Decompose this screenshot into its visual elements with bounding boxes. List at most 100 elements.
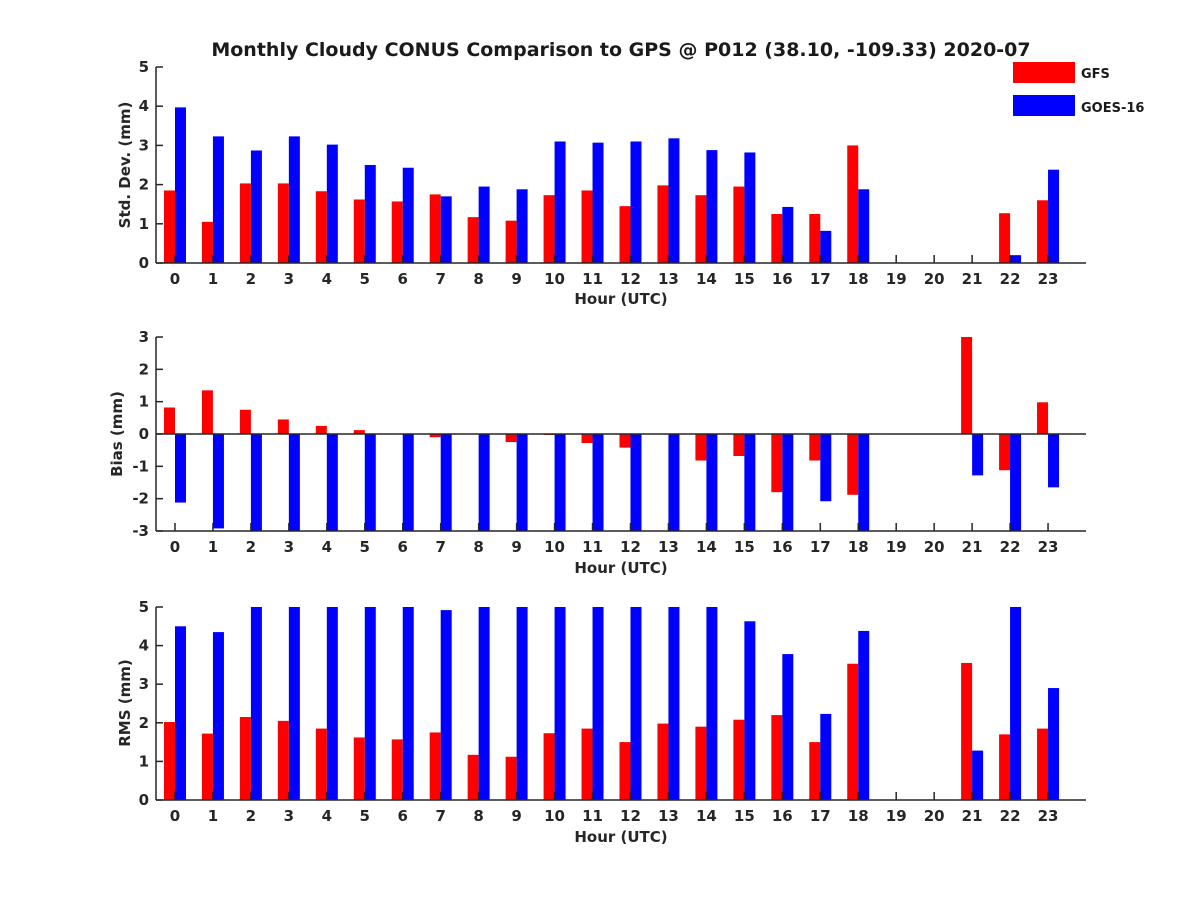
bias-xtick-label: 17: [810, 538, 831, 556]
bias-bar-gfs-4: [315, 425, 327, 434]
stddev-ytick-label: 5: [139, 58, 149, 76]
stddev-xtick-label: 16: [772, 270, 793, 288]
rms-bar-goes16-4: [326, 607, 338, 800]
stddev-bar-goes16-10: [554, 141, 566, 263]
rms-xtick-label: 12: [620, 807, 641, 825]
bias-xtick-label: 22: [1000, 538, 1021, 556]
stddev-bar-gfs-4: [315, 191, 327, 263]
bias-xtick-label: 5: [360, 538, 370, 556]
bias-xtick-label: 2: [246, 538, 256, 556]
bias-bar-gfs-9: [505, 434, 517, 443]
rms-xtick-label: 3: [284, 807, 294, 825]
bias-bar-gfs-17: [809, 434, 821, 461]
stddev-bar-goes16-11: [592, 142, 604, 263]
bias-bar-gfs-0: [163, 407, 175, 434]
bias-bar-goes16-1: [212, 434, 224, 529]
rms-xtick-label: 17: [810, 807, 831, 825]
stddev-bar-goes16-7: [440, 196, 452, 263]
bias-bar-gfs-16: [771, 434, 783, 493]
rms-xtick-label: 22: [1000, 807, 1021, 825]
stddev-xtick-label: 5: [360, 270, 370, 288]
rms-bar-goes16-1: [212, 632, 224, 800]
bias-ytick-label: -1: [132, 457, 149, 475]
stddev-xtick-label: 11: [582, 270, 603, 288]
rms-bar-goes16-14: [706, 607, 718, 800]
rms-xtick-label: 9: [511, 807, 521, 825]
bias-xtick-label: 19: [886, 538, 907, 556]
bias-bar-gfs-12: [619, 434, 631, 448]
bias-xtick-label: 9: [511, 538, 521, 556]
rms-xtick-label: 15: [734, 807, 755, 825]
bias-bar-goes16-7: [440, 434, 452, 531]
bias-bar-goes16-2: [250, 434, 262, 531]
rms-x-axis-label: Hour (UTC): [574, 828, 667, 846]
bias-xtick-label: 8: [473, 538, 483, 556]
stddev-bar-goes16-12: [630, 141, 642, 263]
bias-bar-goes16-6: [402, 434, 414, 531]
rms-xtick-label: 0: [170, 807, 180, 825]
stddev-y-axis-label: Std. Dev. (mm): [116, 102, 134, 229]
bias-bar-gfs-23: [1037, 402, 1049, 434]
bias-xtick-label: 7: [435, 538, 445, 556]
stddev-xtick-label: 20: [924, 270, 945, 288]
rms-bar-goes16-3: [288, 607, 300, 800]
stddev-bar-goes16-5: [364, 165, 376, 263]
bias-bar-goes16-13: [668, 434, 680, 531]
rms-bar-goes16-22: [1010, 607, 1022, 800]
stddev-bar-goes16-23: [1048, 169, 1060, 263]
stddev-bar-gfs-8: [467, 217, 479, 263]
rms-bar-goes16-21: [972, 750, 984, 800]
rms-bar-goes16-8: [478, 607, 490, 800]
stddev-bar-goes16-22: [1010, 255, 1022, 263]
stddev-xtick-label: 21: [962, 270, 983, 288]
stddev-bar-goes16-9: [516, 189, 528, 263]
stddev-bar-gfs-18: [847, 145, 859, 263]
stddev-bar-goes16-14: [706, 150, 718, 263]
stddev-ytick-label: 1: [139, 215, 149, 233]
bias-bar-goes16-5: [364, 434, 376, 531]
rms-bar-gfs-23: [1037, 728, 1049, 800]
rms-bar-goes16-23: [1048, 688, 1060, 800]
bias-xtick-label: 11: [582, 538, 603, 556]
bias-xtick-label: 12: [620, 538, 641, 556]
bias-bar-goes16-22: [1010, 434, 1022, 531]
bias-xtick-label: 4: [322, 538, 332, 556]
stddev-bar-gfs-9: [505, 220, 517, 263]
stddev-bar-goes16-4: [326, 144, 338, 263]
stddev-xtick-label: 0: [170, 270, 180, 288]
rms-bar-gfs-4: [315, 728, 327, 800]
stddev-bar-gfs-12: [619, 206, 631, 263]
rms-bar-goes16-12: [630, 607, 642, 800]
stddev-xtick-label: 23: [1038, 270, 1059, 288]
bias-xtick-label: 15: [734, 538, 755, 556]
bias-bar-goes16-18: [858, 434, 870, 531]
stddev-bar-goes16-0: [174, 107, 186, 263]
stddev-bar-gfs-13: [657, 185, 669, 263]
bias-xtick-label: 13: [658, 538, 679, 556]
rms-ytick-label: 4: [139, 637, 149, 655]
stddev-xtick-label: 17: [810, 270, 831, 288]
bias-ytick-label: -2: [132, 490, 149, 508]
bias-bar-goes16-4: [326, 434, 338, 531]
stddev-xtick-label: 9: [511, 270, 521, 288]
rms-xtick-label: 8: [473, 807, 483, 825]
rms-bar-goes16-6: [402, 607, 414, 800]
bias-bar-gfs-5: [353, 430, 365, 434]
bias-bar-gfs-1: [201, 390, 213, 434]
rms-bar-gfs-1: [201, 733, 213, 800]
bias-bar-gfs-11: [581, 434, 593, 444]
bias-bar-gfs-22: [999, 434, 1011, 471]
rms-bar-goes16-18: [858, 630, 870, 800]
bias-xtick-label: 6: [398, 538, 408, 556]
bias-bar-goes16-21: [972, 434, 984, 476]
rms-xtick-label: 5: [360, 807, 370, 825]
rms-bar-gfs-7: [429, 732, 441, 800]
stddev-ytick-label: 3: [139, 136, 149, 154]
rms-bar-goes16-2: [250, 607, 262, 800]
bias-bar-goes16-14: [706, 434, 718, 531]
bias-bar-goes16-12: [630, 434, 642, 531]
stddev-bar-gfs-6: [391, 201, 403, 263]
